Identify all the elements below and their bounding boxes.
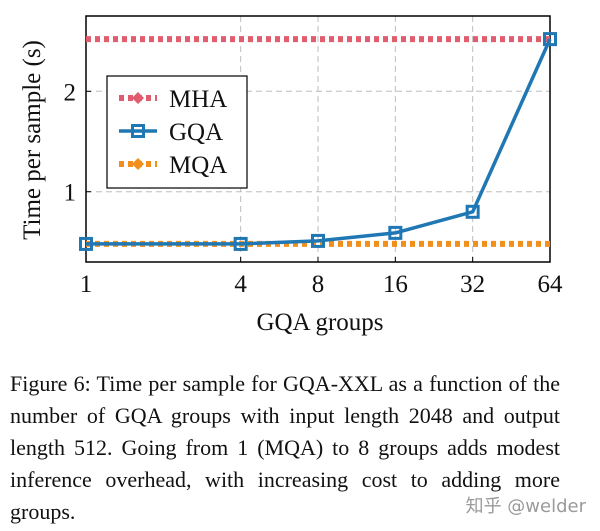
gqa-data-point — [543, 32, 557, 47]
gqa-data-point — [465, 204, 480, 219]
x-tick-label: 16 — [383, 271, 408, 298]
x-tick-label: 4 — [234, 271, 247, 298]
x-tick-label: 8 — [312, 271, 325, 298]
legend-marker-mha — [132, 92, 144, 104]
series-layer — [79, 32, 557, 251]
ticks: 1 4 8 16 32 64 1 2 — [64, 79, 564, 298]
gqa-data-point — [388, 225, 403, 240]
figure-caption: Figure 6: Time per sample for GQA-XXL as… — [10, 371, 560, 524]
chart: 1 4 8 16 32 64 1 2 MHA GQA MQA GQA groups Time pe… — [19, 15, 564, 336]
gqa-data-point — [233, 236, 248, 251]
legend-marker-gqa — [131, 124, 145, 138]
legend: MHA GQA MQA — [106, 75, 248, 189]
x-axis-label: GQA groups — [256, 309, 383, 336]
x-tick-label: 32 — [460, 271, 485, 298]
y-tick-label: 2 — [64, 79, 77, 106]
y-axis-label: Time per sample (s) — [19, 40, 46, 240]
gqa-data-point — [311, 233, 325, 248]
legend-marker-mqa — [132, 158, 144, 170]
gqa-series-line — [86, 38, 552, 246]
watermark: 知乎 @welder — [465, 496, 586, 517]
y-tick-label: 1 — [64, 180, 77, 207]
legend-label-mha: MHA — [169, 86, 227, 113]
legend-label-gqa: GQA — [169, 119, 223, 146]
gqa-data-point — [79, 236, 93, 251]
legend-label-mqa: MQA — [169, 152, 227, 179]
x-tick-label: 1 — [80, 271, 93, 298]
x-tick-label: 64 — [538, 271, 564, 298]
grid — [86, 16, 550, 262]
